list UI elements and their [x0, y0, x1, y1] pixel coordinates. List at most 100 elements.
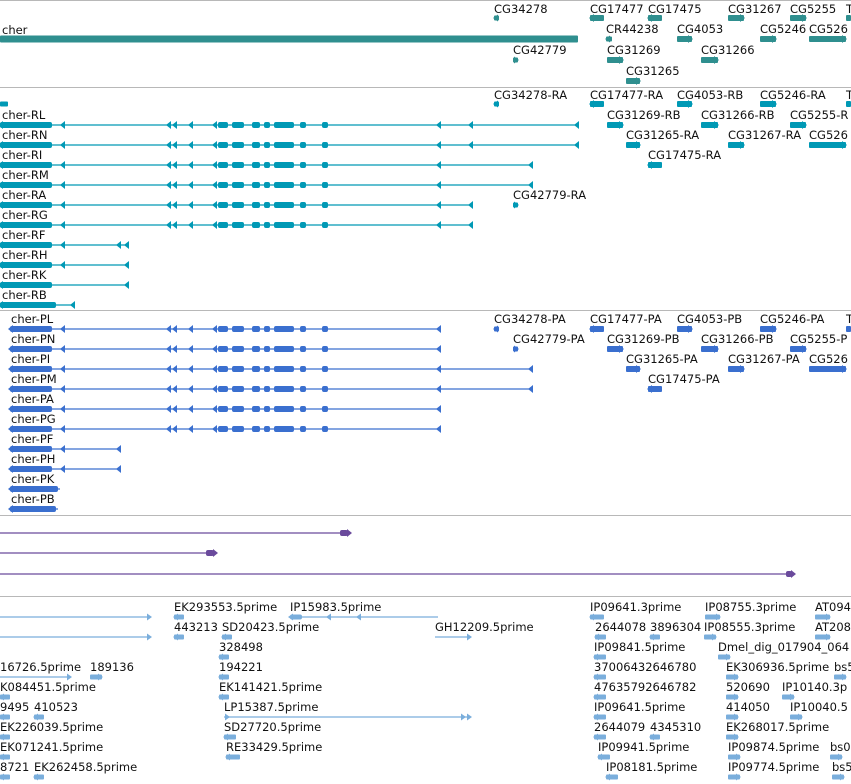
feature-label[interactable]: cher-RF — [2, 228, 46, 242]
feature-proteins-0-strand-marker[interactable] — [166, 325, 171, 333]
feature-transcripts-4-start-arrow[interactable] — [0, 181, 3, 189]
feature-transcripts-6-exon[interactable] — [232, 222, 244, 228]
feature-transcripts-8-strand-marker[interactable] — [60, 261, 65, 269]
feature-ests-37-arrow[interactable] — [593, 713, 598, 721]
feature-label[interactable]: IP08181.5prime — [606, 760, 698, 774]
feature-label[interactable]: cher-RL — [2, 108, 46, 122]
feature-label[interactable]: 47635792646782 — [594, 680, 697, 694]
feature-proteins-1-strand-marker[interactable] — [166, 345, 171, 353]
feature-proteins-9-start-arrow[interactable] — [8, 505, 13, 513]
feature-label[interactable]: CG31269-RB — [607, 108, 681, 122]
feature-label[interactable]: bs5 — [832, 760, 851, 774]
feature-label[interactable]: 189136 — [90, 660, 134, 674]
feature-transcripts-10-strand-marker[interactable] — [70, 301, 75, 309]
feature-transcripts-6-exon[interactable] — [0, 222, 52, 228]
feature-genes-5-arrow[interactable] — [802, 14, 807, 22]
feature-proteins-0-exon[interactable] — [274, 326, 294, 332]
feature-proteins-0-exon[interactable] — [300, 326, 306, 332]
feature-label[interactable]: K084451.5prime — [0, 680, 96, 694]
feature-proteins-4-strand-marker[interactable] — [212, 405, 217, 413]
feature-label[interactable]: CG34278-PA — [494, 312, 566, 326]
feature-transcripts-6-exon[interactable] — [264, 222, 270, 228]
feature-proteins-0-exon[interactable] — [10, 326, 52, 332]
feature-proteins-22-arrow[interactable] — [647, 385, 652, 393]
feature-transcripts-9-start-arrow[interactable] — [0, 281, 3, 289]
feature-proteins-5-exon[interactable] — [252, 426, 260, 432]
feature-genes-1-arrow[interactable] — [493, 14, 498, 22]
feature-ests-40-arrow[interactable] — [593, 733, 598, 741]
feature-proteins-3-exon[interactable] — [232, 386, 244, 392]
feature-proteins-3-strand-marker[interactable] — [212, 385, 217, 393]
feature-label[interactable]: CG17477-PA — [590, 312, 662, 326]
feature-proteins-19-arrow[interactable] — [636, 365, 641, 373]
feature-label[interactable]: CG31265-RA — [626, 128, 700, 142]
feature-label[interactable]: CG526 — [809, 128, 848, 142]
feature-label[interactable]: 520690 — [726, 680, 770, 694]
feature-label[interactable]: 194221 — [219, 660, 263, 674]
feature-transcripts-10-exon[interactable] — [0, 302, 56, 308]
feature-transcripts-3-strand-marker[interactable] — [436, 161, 441, 169]
feature-label[interactable]: cher-RG — [2, 208, 48, 222]
feature-proteins-5-strand-marker[interactable] — [172, 425, 177, 433]
feature-transcripts-7-strand-marker[interactable] — [124, 241, 129, 249]
feature-label[interactable]: bs5 — [834, 660, 851, 674]
feature-proteins-4-exon[interactable] — [232, 406, 244, 412]
feature-label[interactable]: cher — [2, 23, 28, 37]
feature-label[interactable]: AT094 — [815, 600, 851, 614]
feature-transcripts-4-exon[interactable] — [300, 182, 306, 188]
feature-alignments-0-exon[interactable] — [340, 530, 348, 536]
feature-transcripts-3-strand-marker[interactable] — [188, 161, 193, 169]
feature-proteins-1-exon[interactable] — [274, 346, 294, 352]
feature-transcripts-13-arrow[interactable] — [688, 100, 693, 108]
feature-label[interactable]: cher-RI — [2, 148, 43, 162]
feature-transcripts-11-arrow[interactable] — [493, 100, 498, 108]
feature-label[interactable]: CG31269-PB — [607, 332, 680, 346]
feature-transcripts-3-exon[interactable] — [300, 162, 306, 168]
feature-ests-47-arrow[interactable] — [736, 773, 741, 781]
feature-proteins-0-strand-marker[interactable] — [436, 325, 441, 333]
feature-label[interactable]: CG17475 — [648, 2, 702, 16]
feature-ests-41-arrow[interactable] — [649, 733, 654, 741]
feature-transcripts-1-strand-marker[interactable] — [188, 121, 193, 129]
feature-transcripts-3-strand-marker[interactable] — [528, 161, 533, 169]
feature-ests-18-arrow[interactable] — [0, 753, 4, 761]
feature-genes-13-arrow[interactable] — [714, 56, 719, 64]
feature-proteins-0-exon[interactable] — [232, 326, 244, 332]
feature-transcripts-2-exon[interactable] — [0, 142, 52, 148]
feature-genes-6-block[interactable] — [846, 15, 851, 21]
feature-transcripts-4-strand-marker[interactable] — [166, 181, 171, 189]
feature-proteins-1-strand-marker[interactable] — [188, 345, 193, 353]
feature-proteins-3-exon[interactable] — [10, 386, 52, 392]
feature-transcripts-6-strand-marker[interactable] — [468, 221, 473, 229]
feature-label[interactable]: EK293553.5prime — [174, 600, 278, 614]
feature-transcripts-1-exon[interactable] — [218, 122, 228, 128]
feature-label[interactable]: 37006432646780 — [594, 660, 697, 674]
feature-alignments-2-exon[interactable] — [786, 571, 792, 577]
feature-ests-10-arrow[interactable] — [218, 673, 223, 681]
feature-transcripts-1-strand-marker[interactable] — [166, 121, 171, 129]
feature-ests-19-arrow[interactable] — [225, 753, 230, 761]
feature-transcripts-5-strand-marker[interactable] — [166, 201, 171, 209]
feature-label[interactable]: cher-PM — [11, 372, 57, 386]
feature-proteins-2-strand-marker[interactable] — [528, 365, 533, 373]
feature-ests-6-end-arrow[interactable] — [467, 633, 472, 641]
feature-genes-0-block[interactable] — [0, 35, 578, 43]
feature-label[interactable]: 414050 — [726, 700, 770, 714]
feature-transcripts-3-strand-marker[interactable] — [212, 161, 217, 169]
feature-label[interactable]: EK262458.5prime — [34, 760, 138, 774]
feature-proteins-2-strand-marker[interactable] — [212, 365, 217, 373]
feature-ests-36-arrow[interactable] — [790, 693, 795, 701]
feature-ests-1-end-arrow[interactable] — [147, 633, 152, 641]
feature-ests-3-start-arrow[interactable] — [288, 613, 293, 621]
feature-genes-14-arrow[interactable] — [636, 77, 641, 85]
feature-proteins-6-strand-marker[interactable] — [60, 445, 65, 453]
feature-proteins-5-exon[interactable] — [10, 426, 52, 432]
feature-ests-0-end-arrow[interactable] — [147, 613, 152, 621]
feature-proteins-16-arrow[interactable] — [619, 345, 624, 353]
feature-proteins-1-exon[interactable] — [10, 346, 52, 352]
feature-label[interactable]: 9495 — [0, 700, 30, 714]
feature-proteins-5-strand-marker[interactable] — [60, 425, 65, 433]
feature-proteins-11-arrow[interactable] — [589, 325, 594, 333]
feature-proteins-4-strand-marker[interactable] — [166, 405, 171, 413]
feature-label[interactable]: cher-RM — [2, 168, 49, 182]
